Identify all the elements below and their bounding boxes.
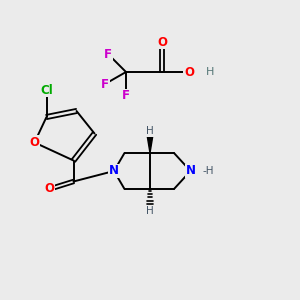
Text: -H: -H bbox=[203, 166, 214, 176]
Text: N: N bbox=[185, 164, 196, 178]
Text: H: H bbox=[146, 206, 154, 216]
Text: F: F bbox=[101, 77, 109, 91]
Polygon shape bbox=[147, 136, 153, 153]
Text: F: F bbox=[122, 89, 130, 103]
Text: O: O bbox=[44, 182, 55, 196]
Text: F: F bbox=[104, 47, 112, 61]
Text: N: N bbox=[109, 164, 119, 178]
Text: H: H bbox=[206, 67, 214, 77]
Text: Cl: Cl bbox=[40, 83, 53, 97]
Text: H: H bbox=[146, 126, 154, 136]
Text: O: O bbox=[29, 136, 40, 149]
Text: O: O bbox=[184, 65, 194, 79]
Text: O: O bbox=[157, 35, 167, 49]
